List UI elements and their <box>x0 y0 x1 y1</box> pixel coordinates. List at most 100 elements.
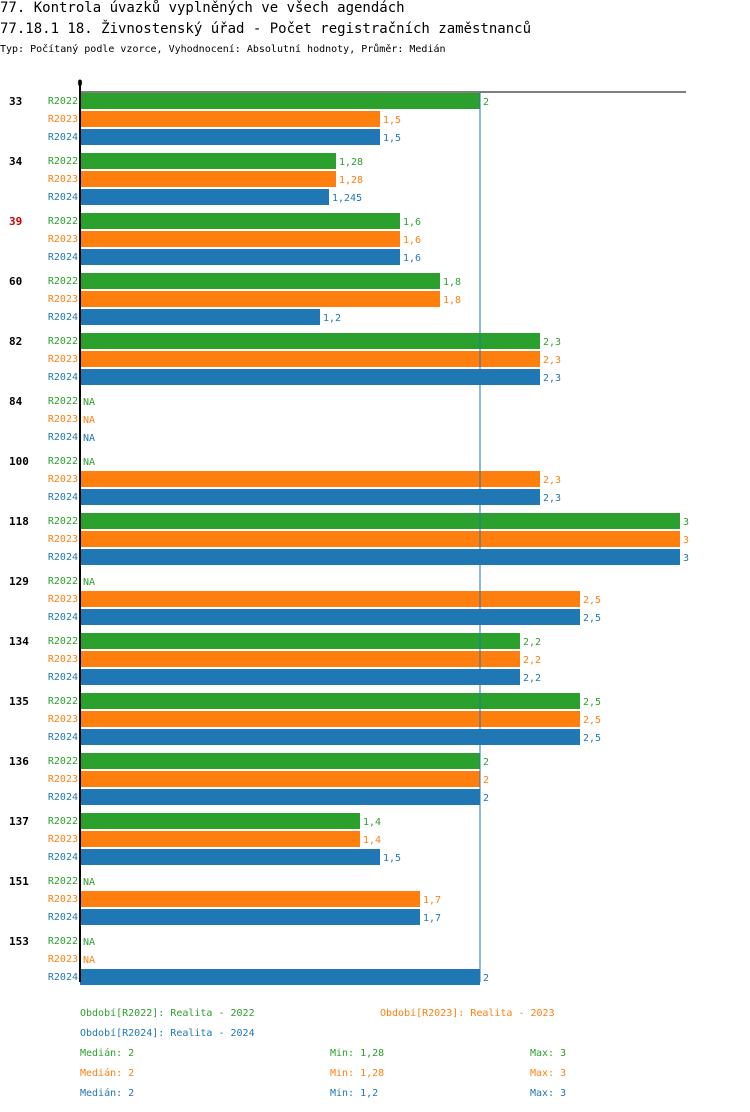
bar-82-R2022 <box>80 333 540 349</box>
series-label-136-R2022: R2022 <box>48 756 78 767</box>
category-label-33: 33 <box>9 95 22 108</box>
series-label-100-R2022: R2022 <box>48 456 78 467</box>
series-label-118-R2023: R2023 <box>48 534 78 545</box>
bar-60-R2023 <box>80 291 440 307</box>
series-label-60-R2023: R2023 <box>48 294 78 305</box>
data-label-134-R2024: 2,2 <box>523 673 541 684</box>
series-label-39-R2022: R2022 <box>48 216 78 227</box>
series-label-135-R2022: R2022 <box>48 696 78 707</box>
bar-137-R2022 <box>80 813 360 829</box>
bar-136-R2024 <box>80 789 480 805</box>
data-label-84-R2024: NA <box>83 433 95 444</box>
legend-r2022: Období[R2022]: Realita - 2022 <box>80 1008 255 1019</box>
category-label-84: 84 <box>9 395 23 408</box>
data-label-34-R2022: 1,28 <box>339 157 363 168</box>
data-label-34-R2024: 1,245 <box>332 193 362 204</box>
bar-33-R2022 <box>80 93 480 109</box>
series-label-118-R2024: R2024 <box>48 552 78 563</box>
bar-82-R2024 <box>80 369 540 385</box>
legend-r2023: Období[R2023]: Realita - 2023 <box>380 1008 555 1019</box>
data-label-137-R2024: 1,5 <box>383 853 401 864</box>
bar-137-R2023 <box>80 831 360 847</box>
series-label-136-R2024: R2024 <box>48 792 78 803</box>
series-label-129-R2024: R2024 <box>48 612 78 623</box>
series-label-82-R2023: R2023 <box>48 354 78 365</box>
series-label-39-R2023: R2023 <box>48 234 78 245</box>
series-label-33-R2024: R2024 <box>48 132 78 143</box>
bar-39-R2022 <box>80 213 400 229</box>
bar-135-R2022 <box>80 693 580 709</box>
bar-chart: 033R20222R20231,5R20241,534R20221,28R202… <box>9 79 689 985</box>
data-label-129-R2022: NA <box>83 577 95 588</box>
bar-100-R2023 <box>80 471 540 487</box>
category-label-153: 153 <box>9 935 29 948</box>
data-label-136-R2023: 2 <box>483 775 489 786</box>
data-label-84-R2023: NA <box>83 415 95 426</box>
data-label-134-R2022: 2,2 <box>523 637 541 648</box>
stat-min-r2024: Min: 1,2 <box>330 1088 379 1099</box>
data-label-135-R2023: 2,5 <box>583 715 601 726</box>
series-label-82-R2022: R2022 <box>48 336 78 347</box>
series-label-84-R2024: R2024 <box>48 432 78 443</box>
category-label-135: 135 <box>9 695 29 708</box>
bar-118-R2022 <box>80 513 680 529</box>
data-label-137-R2023: 1,4 <box>363 835 381 846</box>
data-label-118-R2022: 3 <box>683 517 689 528</box>
bar-129-R2023 <box>80 591 580 607</box>
bar-134-R2022 <box>80 633 520 649</box>
series-label-118-R2022: R2022 <box>48 516 78 527</box>
bar-33-R2024 <box>80 129 380 145</box>
stat-median-r2023: Medián: 2 <box>80 1068 135 1079</box>
bar-33-R2023 <box>80 111 380 127</box>
series-label-137-R2023: R2023 <box>48 834 78 845</box>
bar-118-R2023 <box>80 531 680 547</box>
legend-r2024: Období[R2024]: Realita - 2024 <box>80 1028 255 1039</box>
stat-min-r2023: Min: 1,28 <box>330 1068 385 1079</box>
data-label-151-R2022: NA <box>83 877 95 888</box>
category-label-137: 137 <box>9 815 29 828</box>
data-label-39-R2024: 1,6 <box>403 253 421 264</box>
data-label-135-R2022: 2,5 <box>583 697 601 708</box>
series-label-39-R2024: R2024 <box>48 252 78 263</box>
category-label-39: 39 <box>9 215 22 228</box>
bar-82-R2023 <box>80 351 540 367</box>
series-label-151-R2022: R2022 <box>48 876 78 887</box>
data-label-100-R2024: 2,3 <box>543 493 561 504</box>
category-label-136: 136 <box>9 755 29 768</box>
bar-34-R2023 <box>80 171 336 187</box>
data-label-34-R2023: 1,28 <box>339 175 363 186</box>
bar-135-R2024 <box>80 729 580 745</box>
series-label-34-R2024: R2024 <box>48 192 78 203</box>
series-label-34-R2023: R2023 <box>48 174 78 185</box>
data-label-118-R2024: 3 <box>683 553 689 564</box>
series-label-84-R2022: R2022 <box>48 396 78 407</box>
series-label-134-R2022: R2022 <box>48 636 78 647</box>
bar-118-R2024 <box>80 549 680 565</box>
series-label-137-R2022: R2022 <box>48 816 78 827</box>
series-label-60-R2024: R2024 <box>48 312 78 323</box>
bar-151-R2024 <box>80 909 420 925</box>
series-label-137-R2024: R2024 <box>48 852 78 863</box>
data-label-137-R2022: 1,4 <box>363 817 381 828</box>
stat-max-r2024: Max: 3 <box>530 1088 567 1099</box>
data-label-118-R2023: 3 <box>683 535 689 546</box>
series-label-100-R2024: R2024 <box>48 492 78 503</box>
stat-max-r2022: Max: 3 <box>530 1048 567 1059</box>
data-label-60-R2023: 1,8 <box>443 295 461 306</box>
data-label-151-R2024: 1,7 <box>423 913 441 924</box>
bar-60-R2024 <box>80 309 320 325</box>
bar-134-R2023 <box>80 651 520 667</box>
data-label-33-R2022: 2 <box>483 97 489 108</box>
data-label-39-R2023: 1,6 <box>403 235 421 246</box>
category-label-129: 129 <box>9 575 29 588</box>
bar-151-R2023 <box>80 891 420 907</box>
stat-median-r2024: Medián: 2 <box>80 1088 135 1099</box>
data-label-82-R2023: 2,3 <box>543 355 561 366</box>
series-label-153-R2023: R2023 <box>48 954 78 965</box>
bar-34-R2022 <box>80 153 336 169</box>
data-label-33-R2023: 1,5 <box>383 115 401 126</box>
stat-min-r2022: Min: 1,28 <box>330 1048 385 1059</box>
chart-description: Typ: Počítaný podle vzorce, Vyhodnocení:… <box>0 44 446 55</box>
series-label-34-R2022: R2022 <box>48 156 78 167</box>
data-label-82-R2024: 2,3 <box>543 373 561 384</box>
